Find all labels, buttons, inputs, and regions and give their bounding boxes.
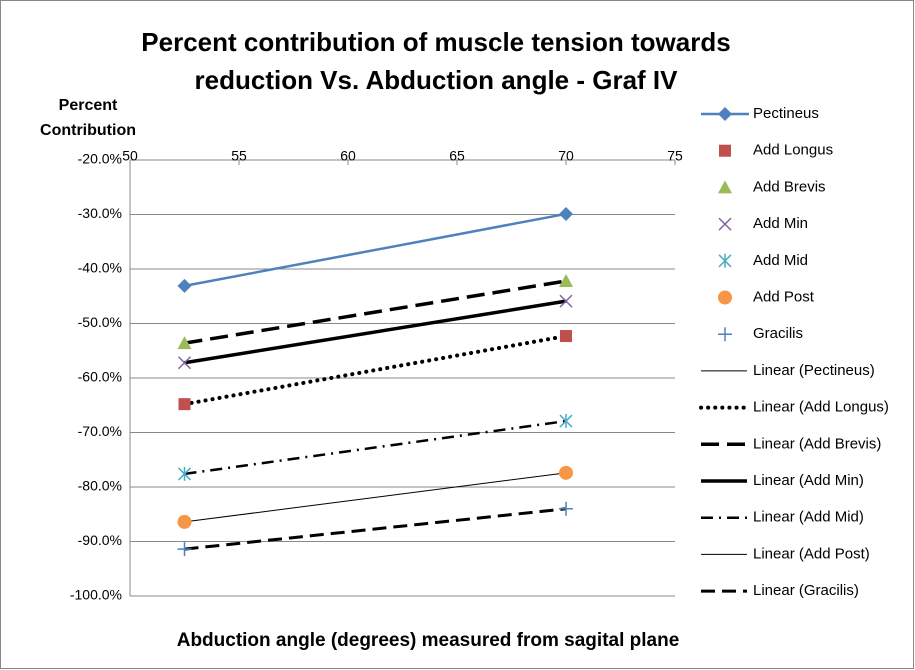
legend-label: Add Longus	[753, 142, 833, 159]
point	[559, 206, 573, 221]
point	[559, 465, 573, 480]
legend-marker	[718, 327, 732, 342]
x-tick-label: 65	[449, 148, 465, 164]
point	[559, 414, 573, 429]
legend-label: Linear (Add Post)	[753, 545, 870, 562]
y-tick-label: -20.0%	[78, 151, 122, 167]
point	[177, 466, 192, 481]
y-axis-title: Contribution	[40, 122, 136, 139]
y-tick-label: -100.0%	[70, 587, 122, 603]
legend-label: Gracilis	[753, 325, 803, 342]
y-tick-label: -80.0%	[78, 478, 122, 494]
x-tick-label: 70	[558, 148, 574, 164]
y-tick-label: -40.0%	[78, 260, 122, 276]
point	[177, 514, 192, 529]
x-tick-label: 50	[122, 148, 138, 164]
trendline	[184, 507, 567, 551]
series-line	[184, 212, 567, 288]
legend-label: Add Min	[753, 215, 808, 232]
x-tick-label: 60	[340, 148, 356, 164]
y-tick-label: -70.0%	[78, 423, 122, 439]
legend-label: Linear (Add Longus)	[753, 399, 889, 416]
trendline	[182, 334, 568, 407]
y-tick-label: -90.0%	[78, 532, 122, 548]
legend-label: Pectineus	[753, 105, 819, 122]
legend-label: Linear (Gracilis)	[753, 582, 859, 599]
x-tick-label: 75	[667, 148, 683, 164]
point	[177, 542, 192, 557]
y-tick-label: -60.0%	[78, 369, 122, 385]
legend-marker	[718, 253, 732, 268]
legend-marker	[718, 107, 732, 121]
legend-marker	[718, 180, 732, 194]
point	[177, 356, 192, 370]
point	[559, 294, 573, 308]
legend-label: Linear (Add Min)	[753, 472, 864, 489]
point	[560, 330, 572, 343]
legend-label: Linear (Add Mid)	[753, 509, 864, 526]
point	[559, 501, 573, 516]
chart-title: reduction Vs. Abduction angle - Graf IV	[195, 65, 679, 95]
x-tick-label: 55	[231, 148, 247, 164]
point	[559, 273, 573, 287]
legend-label: Linear (Add Brevis)	[753, 435, 881, 452]
legend-marker	[718, 217, 732, 231]
y-tick-label: -30.0%	[78, 205, 122, 221]
point	[177, 336, 192, 350]
y-tick-label: -50.0%	[78, 314, 122, 330]
legend-label: Add Mid	[753, 252, 808, 269]
trendline	[184, 279, 567, 345]
point	[178, 398, 191, 411]
legend-label: Add Brevis	[753, 178, 826, 195]
trendline	[184, 419, 567, 476]
chart-title: Percent contribution of muscle tension t…	[141, 27, 730, 57]
point	[177, 278, 192, 293]
legend-label: Add Post	[753, 288, 815, 305]
trendline	[184, 472, 567, 523]
legend-marker	[719, 144, 731, 157]
x-axis-title: Abduction angle (degrees) measured from …	[177, 630, 680, 651]
legend-label: Linear (Pectineus)	[753, 362, 875, 379]
legend-marker	[718, 290, 733, 305]
y-axis-title: Percent	[59, 97, 118, 114]
trendline	[184, 299, 567, 365]
